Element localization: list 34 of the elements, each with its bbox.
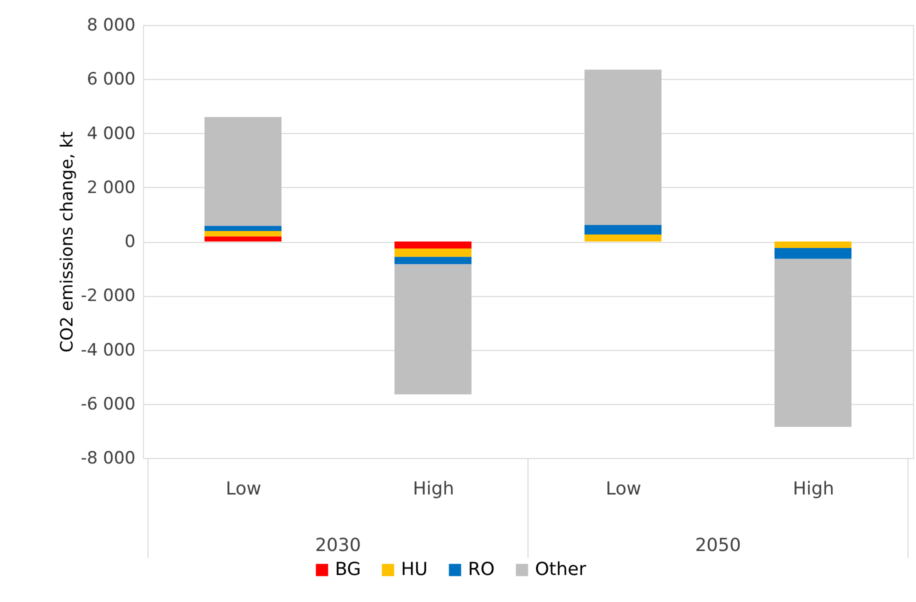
y-tick-label: -2 000 xyxy=(80,286,136,306)
y-tick-label: -4 000 xyxy=(80,340,136,360)
x-tick-label: Low xyxy=(606,478,642,500)
text: 2050 xyxy=(695,535,741,556)
bar xyxy=(204,230,282,236)
bar xyxy=(394,264,472,394)
bar xyxy=(204,117,282,226)
y-tick-label: 4 000 xyxy=(86,124,136,144)
bar xyxy=(584,234,662,242)
bar xyxy=(584,70,662,225)
legend-label: RO xyxy=(468,559,495,580)
y-tick-label: 0 xyxy=(124,232,136,252)
bar xyxy=(394,256,472,264)
x-tick-label: High xyxy=(792,478,834,500)
bar xyxy=(204,226,282,231)
bar xyxy=(394,248,472,257)
y-tick-label: 8 000 xyxy=(86,16,136,36)
legend-label: Other xyxy=(535,559,587,580)
y-tick-label: 6 000 xyxy=(86,70,136,90)
bar xyxy=(584,224,662,234)
y-tick-label: 2 000 xyxy=(86,178,136,198)
y-tick-label: -8 000 xyxy=(80,448,136,468)
bar xyxy=(774,242,852,248)
bar xyxy=(394,242,472,249)
bar xyxy=(774,258,852,427)
x-tick-label: Low xyxy=(226,478,262,500)
x-tick-label: High xyxy=(412,478,454,500)
text: 2030 xyxy=(315,535,361,556)
bar xyxy=(774,248,852,259)
y-axis-title: CO2 emissions change, kt xyxy=(58,131,78,352)
legend-label: HU xyxy=(401,559,428,580)
y-tick-label: -6 000 xyxy=(80,394,136,414)
legend-label: BG xyxy=(335,559,361,580)
bar xyxy=(204,236,282,242)
